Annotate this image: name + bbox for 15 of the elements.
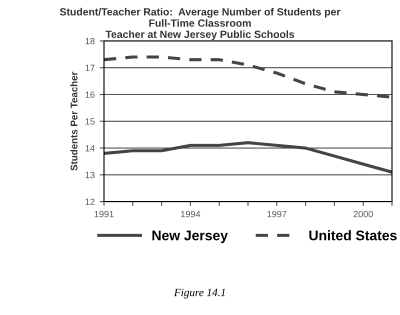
- x-tick-label: 1991: [94, 210, 114, 218]
- x-tick-label: 1997: [267, 210, 286, 218]
- y-tick-label: 17: [86, 64, 95, 71]
- y-tick-label: 15: [86, 118, 95, 125]
- legend-label: United States: [309, 230, 397, 240]
- y-tick-label: 18: [86, 38, 95, 44]
- y-tick-label: 16: [86, 91, 95, 98]
- x-tick-label: 1994: [181, 210, 200, 218]
- legend-label: New Jersey: [152, 230, 228, 244]
- y-tick-label: 14: [86, 145, 95, 152]
- caption: Figure 14.1: [174, 288, 225, 298]
- y-tick-label: 13: [86, 172, 95, 178]
- y-axis-title: Students Per Teacher: [70, 72, 78, 171]
- x-tick-label: 2000: [354, 210, 373, 218]
- y-tick-label: 12: [86, 198, 95, 205]
